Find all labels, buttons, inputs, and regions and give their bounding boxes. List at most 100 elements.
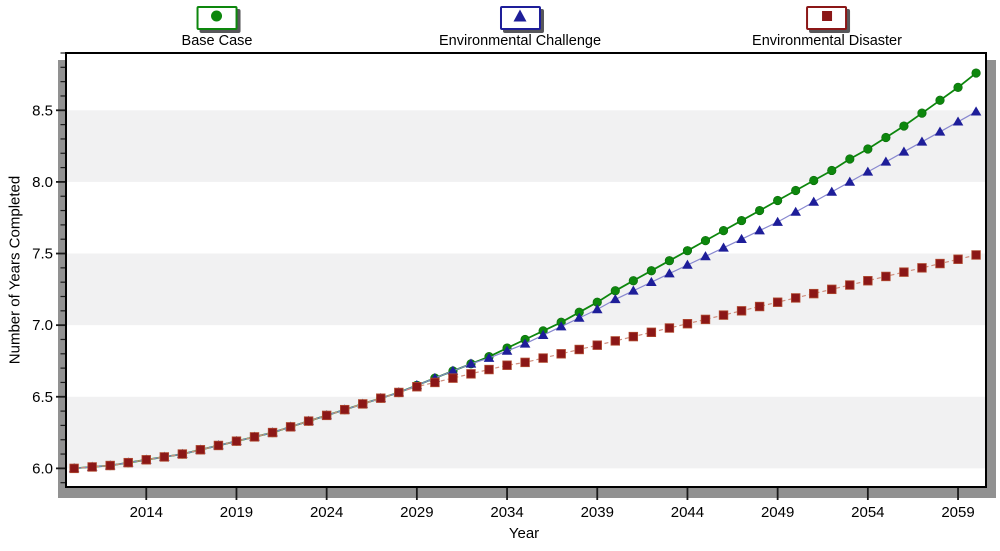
data-point-marker: [556, 349, 566, 359]
data-point-marker: [340, 404, 350, 415]
data-point-marker: [303, 416, 314, 426]
x-tick-label: 2054: [851, 504, 884, 521]
data-point-marker: [863, 144, 873, 154]
data-point-marker: [321, 410, 332, 421]
data-point-marker: [610, 336, 620, 346]
data-point-marker: [754, 301, 765, 312]
plot-border: [65, 52, 987, 488]
x-tick-label: 2049: [761, 504, 794, 521]
data-point-marker: [682, 319, 693, 329]
data-point-marker: [844, 176, 856, 186]
x-major-ticks: 2014 2019 2024 2029 2034 2039 2044 2049 2054 2059: [130, 487, 975, 521]
data-point-marker: [790, 206, 801, 216]
data-point-marker: [573, 312, 585, 322]
data-point-marker: [718, 226, 729, 236]
data-point-marker: [899, 267, 909, 277]
data-point-marker: [123, 457, 133, 468]
triangle-marker-icon: [507, 8, 533, 29]
data-point-marker: [971, 68, 981, 78]
x-tick-label: 2039: [581, 504, 614, 521]
data-point-marker: [682, 246, 693, 256]
data-point-marker: [105, 460, 115, 471]
data-point-marker: [664, 323, 675, 333]
data-point-marker: [790, 293, 801, 303]
legend-item-base-case: Base Case: [181, 6, 253, 50]
data-point-marker: [87, 462, 97, 472]
data-point-marker: [430, 377, 440, 388]
data-point-marker: [916, 136, 928, 146]
data-point-marker: [718, 242, 729, 252]
x-tick-label: 2024: [310, 504, 343, 521]
data-point-marker: [502, 360, 512, 370]
data-point-marker: [231, 436, 242, 446]
data-point-marker: [845, 280, 855, 290]
legend-label-environmental-challenge: Environmental Challenge: [438, 33, 602, 49]
x-tick-label: 2014: [130, 504, 163, 521]
data-point-marker: [285, 422, 296, 432]
y-axis-title: Number of Years Completed: [6, 175, 24, 365]
data-point-marker: [755, 205, 765, 216]
triangle-glyph: [513, 9, 527, 21]
data-point-marker: [609, 294, 621, 304]
data-point-marker: [935, 258, 945, 269]
data-point-marker: [555, 321, 567, 331]
data-point-marker: [899, 121, 909, 131]
data-point-marker: [646, 276, 657, 286]
y-tick-label: 6.5: [32, 389, 53, 406]
legend-swatch-environmental-challenge: [499, 6, 541, 30]
square-glyph: [822, 10, 832, 21]
data-point-marker: [69, 463, 79, 474]
data-point-marker: [376, 393, 386, 403]
data-point-marker: [628, 331, 639, 342]
data-point-marker: [898, 146, 910, 156]
data-point-marker: [466, 369, 476, 379]
data-point-marker: [971, 250, 981, 260]
data-point-marker: [881, 271, 891, 282]
data-point-marker: [736, 233, 747, 244]
x-tick-label: 2059: [941, 504, 974, 521]
data-point-marker: [447, 365, 459, 375]
data-point-marker: [592, 340, 602, 350]
data-point-marker: [718, 310, 729, 320]
data-point-marker: [520, 357, 530, 368]
data-point-marker: [213, 440, 224, 451]
data-point-marker: [935, 95, 945, 105]
data-point-marker: [791, 185, 801, 196]
data-point-marker: [772, 297, 783, 307]
x-tick-label: 2019: [220, 504, 253, 521]
legend-swatch-base-case: [196, 6, 238, 30]
circle-marker-icon: [204, 8, 230, 29]
data-point-marker: [953, 254, 963, 264]
data-point-marker: [809, 175, 819, 186]
x-axis-title: Year: [508, 525, 540, 542]
data-point-marker: [358, 399, 368, 409]
data-point-marker: [267, 427, 278, 438]
y-tick-label: 8.0: [32, 174, 53, 191]
legend-label-environmental-disaster: Environmental Disaster: [752, 33, 902, 49]
data-point-marker: [501, 345, 513, 355]
data-point-marker: [646, 266, 656, 276]
data-point-marker: [610, 286, 620, 296]
data-point-marker: [664, 268, 675, 278]
data-point-marker: [574, 344, 584, 355]
y-tick-label: 6.0: [32, 460, 53, 477]
data-point-marker: [880, 156, 892, 166]
legend-item-environmental-challenge: Environmental Challenge: [439, 6, 601, 50]
data-point-marker: [483, 352, 495, 362]
data-point-marker: [664, 256, 675, 266]
data-point-marker: [845, 154, 855, 164]
y-tick-label: 7.5: [32, 246, 53, 263]
legend-item-environmental-disaster: Environmental Disaster: [752, 6, 902, 50]
data-point-marker: [628, 276, 638, 286]
data-point-marker: [195, 445, 206, 455]
legend-swatch-environmental-disaster: [806, 6, 848, 30]
legend-label-base-case: Base Case: [181, 33, 253, 49]
square-marker-icon: [814, 8, 840, 29]
data-point-marker: [881, 132, 891, 143]
y-tick-label: 8.5: [32, 102, 53, 119]
data-point-marker: [646, 327, 657, 338]
data-point-marker: [159, 452, 170, 462]
data-point-marker: [934, 126, 946, 136]
